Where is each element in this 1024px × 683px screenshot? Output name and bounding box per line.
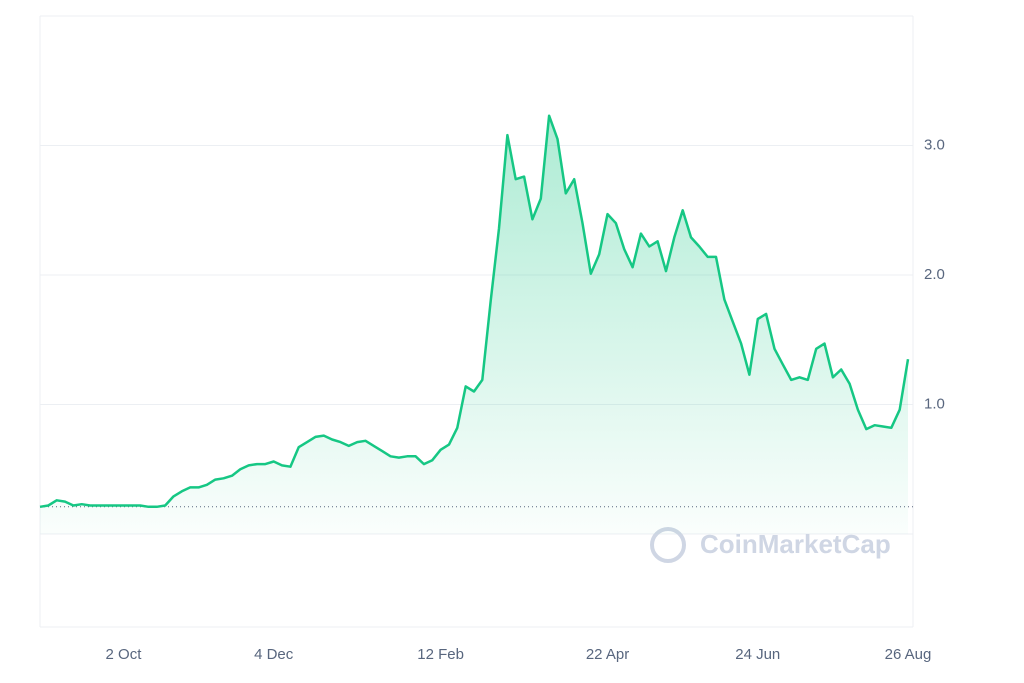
x-tick-label: 4 Dec: [254, 646, 294, 663]
y-tick-label: 2.0: [924, 266, 945, 283]
x-tick-label: 2 Oct: [106, 646, 143, 663]
price-line: [39, 114, 910, 509]
x-tick-label: 12 Feb: [417, 646, 464, 663]
x-tick-label: 22 Apr: [586, 646, 629, 663]
area: [40, 115, 908, 534]
y-tick-label: 1.0: [924, 395, 945, 412]
y-tick-label: 3.0: [924, 136, 945, 153]
x-tick-label: 24 Jun: [735, 646, 780, 663]
x-tick-label: 26 Aug: [885, 646, 932, 663]
